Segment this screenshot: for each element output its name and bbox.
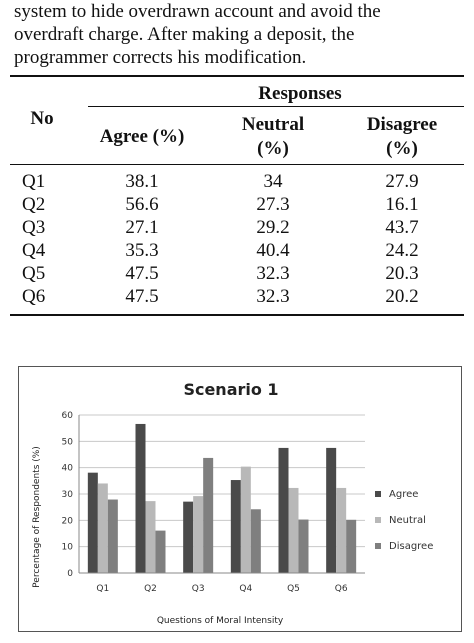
bar-neutral-q1 xyxy=(97,483,108,573)
x-axis-label: Questions of Moral Intensity xyxy=(157,616,284,626)
bar-agree-q3 xyxy=(183,501,194,573)
bar-disagree-q4 xyxy=(250,509,261,573)
table-bottom-rule xyxy=(10,314,464,316)
legend-label: Neutral xyxy=(389,515,426,526)
cell-agree: 38.1 xyxy=(125,171,159,192)
col-header-agree: Agree (%) xyxy=(99,126,185,147)
row-label: Q6 xyxy=(22,286,46,307)
cell-disagree: 16.1 xyxy=(385,194,419,215)
table-top-rule xyxy=(10,75,464,77)
paragraph-line: programmer corrects his modification. xyxy=(14,47,307,68)
cell-neutral: 32.3 xyxy=(256,286,290,307)
row-label: Q3 xyxy=(22,217,46,238)
y-tick-label: 10 xyxy=(62,543,74,553)
bar-disagree-q3 xyxy=(203,457,214,573)
cell-agree: 27.1 xyxy=(125,217,159,238)
col-header-neutral-unit: (%) xyxy=(257,138,289,159)
group-header-responses: Responses xyxy=(258,83,342,104)
cell-neutral: 27.3 xyxy=(256,194,290,215)
bar-disagree-q5 xyxy=(298,519,309,573)
bar-neutral-q6 xyxy=(336,487,347,573)
body-paragraph: system to hide overdrawn account and avo… xyxy=(14,0,460,69)
cell-agree: 47.5 xyxy=(125,263,159,284)
cell-disagree: 43.7 xyxy=(385,217,419,238)
x-tick-label: Q5 xyxy=(287,584,300,594)
cell-disagree: 20.3 xyxy=(385,263,419,284)
col-header-no: No xyxy=(30,108,54,129)
x-tick-label: Q3 xyxy=(192,584,205,594)
row-label: Q4 xyxy=(22,240,46,261)
bar-agree-q1 xyxy=(87,472,98,573)
chart-legend: Agree Neutral Disagree xyxy=(375,489,433,552)
legend-swatch xyxy=(375,517,381,523)
bar-agree-q6 xyxy=(326,447,337,573)
header-bottom-rule xyxy=(10,164,464,165)
y-tick-label: 0 xyxy=(67,569,73,579)
bar-neutral-q3 xyxy=(193,496,204,573)
chart-grid xyxy=(79,414,365,548)
chart-title: Scenario 1 xyxy=(183,380,278,399)
cell-disagree: 27.9 xyxy=(385,171,419,192)
legend-swatch xyxy=(375,491,381,497)
col-header-disagree: Disagree xyxy=(366,114,438,135)
x-tick-label: Q6 xyxy=(335,584,348,594)
row-label: Q1 xyxy=(22,171,46,192)
cell-neutral: 29.2 xyxy=(256,217,290,238)
x-tick-label: Q4 xyxy=(239,584,252,594)
col-header-disagree-unit: (%) xyxy=(386,138,418,159)
bar-disagree-q1 xyxy=(107,499,118,573)
bar-agree-q2 xyxy=(135,423,146,573)
cell-disagree: 20.2 xyxy=(385,286,419,307)
bar-disagree-q6 xyxy=(346,519,357,573)
bar-disagree-q2 xyxy=(155,530,166,573)
cell-agree: 56.6 xyxy=(125,194,159,215)
cell-agree: 35.3 xyxy=(125,240,159,261)
cell-disagree: 24.2 xyxy=(385,240,419,261)
bar-neutral-q4 xyxy=(240,466,251,573)
y-tick-label: 20 xyxy=(62,516,74,526)
bar-agree-q5 xyxy=(278,447,289,573)
bar-agree-q4 xyxy=(230,480,241,573)
scenario-chart: Scenario 1 Percentage of Respondents (%)… xyxy=(18,366,462,632)
bar-neutral-q5 xyxy=(288,487,299,573)
cell-neutral: 40.4 xyxy=(256,240,290,261)
y-tick-label: 50 xyxy=(62,437,74,447)
y-tick-label: 30 xyxy=(62,490,74,500)
cell-neutral: 34 xyxy=(263,171,283,192)
y-axis-label: Percentage of Respondents (%) xyxy=(32,446,42,588)
col-header-neutral: Neutral xyxy=(241,114,305,135)
x-tick-label: Q2 xyxy=(144,584,157,594)
y-tick-label: 60 xyxy=(62,411,74,421)
legend-label: Agree xyxy=(389,489,418,500)
row-label: Q2 xyxy=(22,194,46,215)
legend-swatch xyxy=(375,543,381,549)
chart-bars xyxy=(87,423,357,573)
cell-neutral: 32.3 xyxy=(256,263,290,284)
y-tick-label: 40 xyxy=(62,464,74,474)
chart-axes: 0 10 20 30 40 50 60 Q1 Q2 Q3 Q4 Q5 Q6 xyxy=(62,411,365,594)
legend-label: Disagree xyxy=(389,541,433,552)
bar-chart: Scenario 1 Percentage of Respondents (%)… xyxy=(32,380,433,626)
row-label: Q5 xyxy=(22,263,46,284)
cell-agree: 47.5 xyxy=(125,286,159,307)
paragraph-line: system to hide overdrawn account and avo… xyxy=(14,1,381,22)
paragraph-line: overdraft charge. After making a deposit… xyxy=(14,24,355,45)
x-tick-label: Q1 xyxy=(96,584,109,594)
group-header-rule xyxy=(88,106,464,107)
bar-neutral-q2 xyxy=(145,501,156,573)
